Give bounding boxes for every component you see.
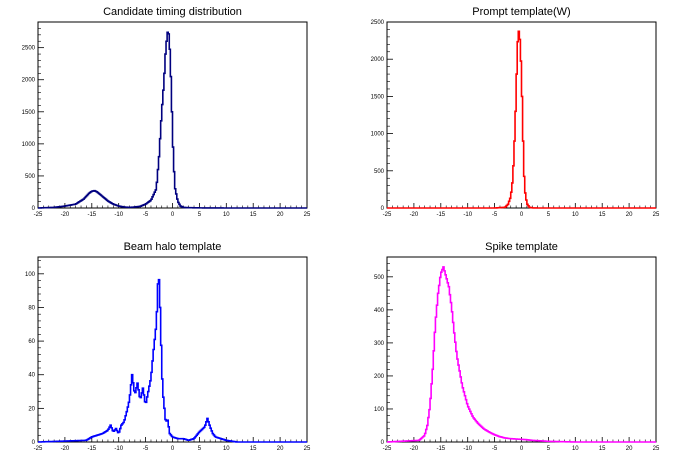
x-tick-label: 20 bbox=[277, 212, 284, 218]
x-tick-label: -10 bbox=[114, 446, 123, 452]
y-tick-label: 1000 bbox=[22, 142, 36, 148]
chart-panel: Prompt template(W) -25 -20 -15 -10 -5 0 5 10 15 20… bbox=[371, 6, 660, 218]
y-tick-label: 2500 bbox=[22, 46, 36, 52]
x-tick-label: 20 bbox=[626, 212, 633, 218]
x-tick-label: 15 bbox=[599, 446, 606, 452]
x-tick-label: -5 bbox=[143, 446, 149, 452]
x-tick-label: 0 bbox=[171, 446, 175, 452]
y-tick-label: 60 bbox=[28, 339, 35, 345]
y-tick-label: 2000 bbox=[371, 57, 385, 63]
x-tick-label: -25 bbox=[383, 446, 392, 452]
x-tick-label: 25 bbox=[304, 446, 311, 452]
x-tick-label: 5 bbox=[547, 446, 551, 452]
x-tick-label: -15 bbox=[436, 446, 445, 452]
histogram-series bbox=[387, 30, 656, 209]
x-tick-label: 10 bbox=[572, 212, 579, 218]
x-tick-label: 20 bbox=[277, 446, 284, 452]
chart-panel: Spike template -25 -20 -15 -10 -5 0 5 10 15 20 25 0 1… bbox=[374, 241, 660, 452]
chart-title: Prompt template(W) bbox=[472, 6, 570, 18]
y-tick-label: 1000 bbox=[371, 132, 385, 138]
x-tick-label: 25 bbox=[653, 212, 660, 218]
x-tick-label: 20 bbox=[626, 446, 633, 452]
y-tick-label: 80 bbox=[28, 305, 35, 311]
x-tick-label: 15 bbox=[250, 446, 257, 452]
x-tick-label: 10 bbox=[223, 212, 230, 218]
y-tick-label: 2500 bbox=[371, 20, 385, 26]
y-tick-label: 100 bbox=[25, 272, 36, 278]
x-tick-label: -20 bbox=[61, 212, 70, 218]
y-tick-label: 300 bbox=[374, 341, 385, 347]
chart-panel: Beam halo template -25 -20 -15 -10 -5 0 5 10 15 20… bbox=[25, 241, 311, 452]
x-tick-label: -10 bbox=[114, 212, 123, 218]
x-tick-label: 25 bbox=[653, 446, 660, 452]
histogram-series bbox=[38, 31, 307, 209]
y-tick-label: 0 bbox=[381, 440, 385, 446]
plot-frame bbox=[386, 21, 657, 209]
y-tick-label: 500 bbox=[25, 174, 36, 180]
x-tick-label: 5 bbox=[547, 212, 551, 218]
y-tick-label: 2000 bbox=[22, 78, 36, 84]
x-tick-label: -5 bbox=[492, 212, 498, 218]
y-tick-label: 1500 bbox=[371, 94, 385, 100]
histogram-series bbox=[387, 266, 656, 443]
x-tick-label: 15 bbox=[250, 212, 257, 218]
x-tick-label: -25 bbox=[34, 446, 43, 452]
x-tick-label: -25 bbox=[383, 212, 392, 218]
x-tick-label: 0 bbox=[520, 212, 524, 218]
y-tick-label: 400 bbox=[374, 308, 385, 314]
y-tick-label: 500 bbox=[374, 169, 385, 175]
x-tick-label: -5 bbox=[143, 212, 149, 218]
y-tick-label: 200 bbox=[374, 374, 385, 380]
x-tick-label: -20 bbox=[410, 446, 419, 452]
x-tick-label: -10 bbox=[463, 212, 472, 218]
x-tick-label: 15 bbox=[599, 212, 606, 218]
x-tick-label: 25 bbox=[304, 212, 311, 218]
y-tick-label: 20 bbox=[28, 406, 35, 412]
y-tick-label: 100 bbox=[374, 407, 385, 413]
y-tick-label: 0 bbox=[381, 206, 385, 212]
x-tick-label: -15 bbox=[436, 212, 445, 218]
x-tick-label: 5 bbox=[198, 446, 202, 452]
y-tick-label: 500 bbox=[374, 275, 385, 281]
plot-frame bbox=[37, 256, 308, 443]
y-tick-label: 0 bbox=[32, 440, 36, 446]
x-tick-label: -20 bbox=[61, 446, 70, 452]
chart-title: Beam halo template bbox=[124, 241, 222, 253]
y-tick-label: 40 bbox=[28, 373, 35, 379]
y-tick-label: 0 bbox=[32, 206, 36, 212]
x-tick-label: 0 bbox=[520, 446, 524, 452]
x-tick-label: -15 bbox=[87, 212, 96, 218]
x-tick-label: 10 bbox=[223, 446, 230, 452]
x-tick-label: -15 bbox=[87, 446, 96, 452]
chart-title: Spike template bbox=[485, 241, 558, 253]
x-tick-label: 5 bbox=[198, 212, 202, 218]
y-tick-label: 1500 bbox=[22, 110, 36, 116]
chart-panel: Candidate timing distribution -25 -20 -15 -1… bbox=[22, 6, 311, 218]
x-tick-label: -5 bbox=[492, 446, 498, 452]
x-tick-label: 0 bbox=[171, 212, 175, 218]
histogram-series bbox=[38, 278, 307, 443]
x-tick-label: 10 bbox=[572, 446, 579, 452]
chart-title: Candidate timing distribution bbox=[103, 6, 242, 18]
x-tick-label: -10 bbox=[463, 446, 472, 452]
plot-frame bbox=[386, 256, 657, 443]
x-tick-label: -20 bbox=[410, 212, 419, 218]
x-tick-label: -25 bbox=[34, 212, 43, 218]
